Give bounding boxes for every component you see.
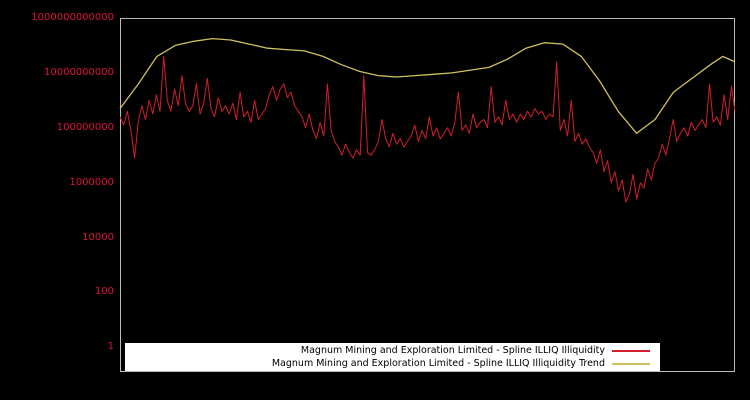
plot-area (120, 18, 735, 372)
legend-item-illiq: Magnum Mining and Exploration Limited - … (129, 344, 656, 357)
legend-line-sample-illiq-icon (612, 349, 650, 352)
y-tick-label: 10000000000 (44, 66, 114, 78)
trend-line (119, 37, 736, 134)
legend-item-trend: Magnum Mining and Exploration Limited - … (129, 357, 656, 370)
legend-line-sample-trend-icon (612, 362, 650, 365)
y-tick-label: 100 (94, 286, 114, 298)
legend: Magnum Mining and Exploration Limited - … (125, 343, 660, 371)
y-tick-label: 100000000 (56, 121, 114, 133)
y-tick-label: 1000000 (69, 176, 114, 188)
legend-label-trend: Magnum Mining and Exploration Limited - … (271, 357, 605, 369)
y-tick-label: 1 (107, 341, 114, 353)
legend-label-illiq: Magnum Mining and Exploration Limited - … (300, 344, 605, 356)
y-tick-label: 1000000000000 (31, 12, 114, 23)
y-tick-label: 10000 (82, 231, 114, 243)
illiq-line (119, 55, 736, 203)
